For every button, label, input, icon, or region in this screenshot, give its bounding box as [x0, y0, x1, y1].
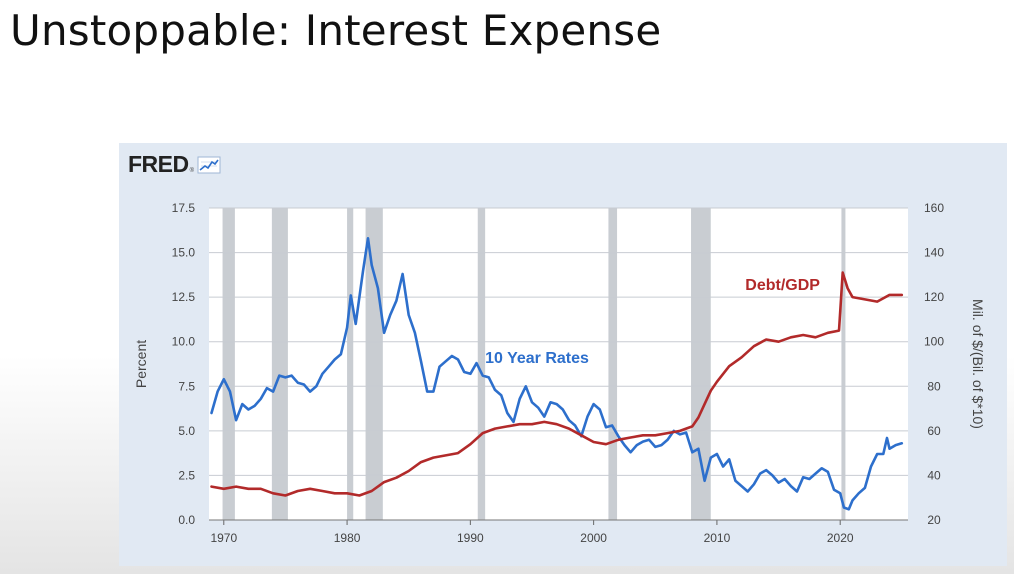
trend-chart-icon: [197, 156, 221, 173]
left-tick-label: 15.0: [172, 246, 196, 260]
x-tick-label: 1980: [334, 531, 361, 545]
fred-logo-text: FRED: [128, 151, 189, 177]
left-axis-label: Percent: [133, 340, 149, 388]
line-chart: 0.0 2.5 5.0 7.5 10.0 12.5 15.0 17.5 20 40 60 80 100…: [133, 201, 986, 545]
right-tick-label: 140: [924, 246, 944, 260]
slide-title: Unstoppable: Interest Expense: [10, 6, 662, 55]
right-tick-label: 100: [924, 335, 944, 349]
right-tick-label: 40: [927, 468, 941, 482]
recession-band: [365, 208, 383, 520]
fred-logo: FRED ®: [128, 151, 221, 178]
right-tick-label: 80: [927, 379, 941, 393]
left-tick-label: 12.5: [172, 290, 196, 304]
x-tick-label: 1970: [210, 531, 237, 545]
fred-chart-card: FRED ® 0.0 2.5 5.0 7.5 10.0 12.5 15.0 17.5 20 40…: [119, 143, 1007, 566]
left-tick-label: 10.0: [172, 335, 196, 349]
recession-band: [271, 208, 288, 520]
right-axis-ticks: 20 40 60 80 100 120 140 160: [924, 201, 944, 527]
ten-year-rates-annotation: 10 Year Rates: [485, 350, 589, 367]
recession-band: [691, 208, 711, 520]
x-tick-label: 1990: [457, 531, 484, 545]
left-tick-label: 7.5: [178, 379, 195, 393]
recession-band: [222, 208, 235, 520]
x-tick-label: 2000: [580, 531, 607, 545]
left-tick-label: 17.5: [172, 201, 196, 215]
ten-year-rate-line: [210, 237, 904, 511]
right-tick-label: 60: [927, 424, 941, 438]
right-tick-label: 160: [924, 201, 944, 215]
x-tick-label: 2020: [827, 531, 854, 545]
plot-area: [209, 208, 908, 520]
left-tick-label: 0.0: [178, 513, 195, 527]
right-tick-label: 20: [927, 513, 941, 527]
right-tick-label: 120: [924, 290, 944, 304]
recession-band: [841, 208, 846, 520]
recession-bands: [222, 208, 846, 520]
right-axis-label: Mil. of $/(Bil. of $*10): [970, 299, 986, 429]
fred-logo-registered-mark: ®: [189, 168, 195, 174]
left-tick-label: 5.0: [178, 424, 195, 438]
recession-band: [608, 208, 618, 520]
x-tick-label: 2010: [704, 531, 731, 545]
grid-lines: [209, 207, 908, 521]
debt-gdp-annotation: Debt/GDP: [745, 277, 820, 294]
left-tick-label: 2.5: [178, 468, 195, 482]
debt-gdp-line: [210, 271, 904, 497]
left-axis-ticks: 0.0 2.5 5.0 7.5 10.0 12.5 15.0 17.5: [172, 201, 196, 527]
x-axis-ticks: 1970 1980 1990 2000 2010 2020: [209, 519, 908, 545]
series-annotations: 10 Year Rates Debt/GDP: [485, 277, 820, 367]
series-lines: [210, 237, 904, 511]
recession-band: [477, 208, 486, 520]
recession-band: [347, 208, 354, 520]
